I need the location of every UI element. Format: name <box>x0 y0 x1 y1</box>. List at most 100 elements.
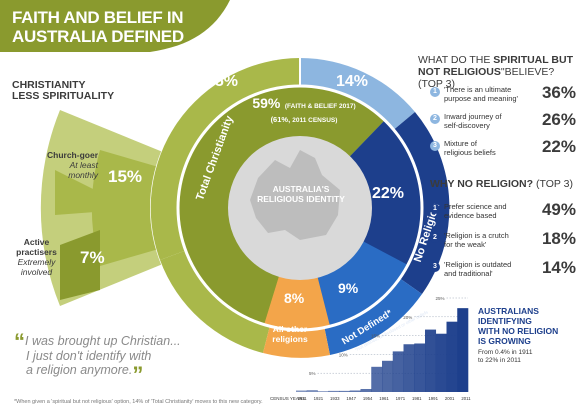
center-title-1: AUSTRALIA'S <box>272 184 330 194</box>
trend-x-tick: 1981 <box>412 396 422 401</box>
left-heading-2: LESS SPIRITUALITY <box>12 90 115 102</box>
trend-heading: AUSTRALIANS IDENTIFYING WITH NO RELIGION… <box>478 306 574 365</box>
trend-heading-2: IDENTIFYING <box>478 316 532 326</box>
spiritual-item-1-badge: 1 <box>430 87 440 97</box>
trend-bar <box>360 388 372 392</box>
no-religion-item-1-pct: 49% <box>541 200 576 219</box>
center-title-2: RELIGIOUS IDENTITY <box>257 194 345 204</box>
churchgoer-sub-2: monthly <box>68 170 98 180</box>
trend-bar <box>382 360 394 392</box>
spiritual-heading-a: WHAT DO THE <box>418 54 491 66</box>
trend-x-tick: 1947 <box>346 396 356 401</box>
active-label-block: Active practisers Extremely involved <box>14 237 59 277</box>
trend-heading-1: AUSTRALIANS <box>478 306 539 316</box>
no-religion-item-1-text: Prefer science and evidence based <box>444 202 507 220</box>
total-christianity-note-1: (FAITH & BELIEF 2017) <box>284 103 356 110</box>
spiritual-item-1-text: 'There is an ultimate purpose and meaning… <box>444 85 518 103</box>
trend-y-tick: 5% <box>309 371 316 376</box>
no-religion-item-3-pct: 14% <box>541 258 576 277</box>
total-christianity-note-2: 2011 CENSUS) <box>292 117 338 124</box>
active-label-2: practisers <box>16 247 57 257</box>
active-pct: 7% <box>80 248 105 267</box>
spiritual-item-3-pct: 22% <box>541 137 576 156</box>
trend-sub-2: to 22% in 2011 <box>478 357 521 364</box>
quote-block: “I was brought up Christian... I just do… <box>14 331 224 386</box>
trend-bar <box>296 390 308 392</box>
other-label-2: religions <box>272 334 308 344</box>
outer-spiritual-pct: 14% <box>336 73 369 90</box>
trend-y-tick: 15% <box>371 334 380 339</box>
fan-churchgoer-band <box>55 170 95 215</box>
no-religion-item-2-text: 'Religion is a crutch for the weak' <box>444 231 509 249</box>
quote-open-mark: “ <box>14 329 25 354</box>
spiritual-heading: WHAT DO THE SPIRITUAL BUT NOT RELIGIOUS"… <box>418 54 576 90</box>
spiritual-item-2-badge: 2 <box>430 114 440 124</box>
title-line-2: AUSTRALIA DEFINED <box>12 27 184 46</box>
trend-x-axis-title: CENSUS YEARS <box>270 396 305 401</box>
spiritual-heading-c: NOT RELIGIOUS <box>418 66 501 78</box>
trend-bar <box>446 321 458 392</box>
quote-line-3: a religion anymore. <box>26 363 133 377</box>
trend-x-tick: 2001 <box>445 396 455 401</box>
trend-x-tick: 1961 <box>379 396 389 401</box>
trend-heading-4: IS GROWING <box>478 336 531 346</box>
no-religion-item-3-text: 'Religion is outdated and traditional' <box>444 260 512 278</box>
title-banner <box>0 0 230 52</box>
quote-line-2: I just don't identify with <box>26 349 152 363</box>
no-religion-item-1: 1 Prefer science and evidence based 49% <box>430 200 576 224</box>
spiritual-item-3: 3 Mixture of religious beliefs 22% <box>430 137 576 161</box>
spiritual-item-3-text: Mixture of religious beliefs <box>444 139 496 157</box>
quote-close-mark: ” <box>132 362 144 387</box>
other-pct: 8% <box>284 290 305 306</box>
trend-bar <box>435 333 447 392</box>
center-title: AUSTRALIA'S RELIGIOUS IDENTITY <box>244 184 358 204</box>
title-line-1: FAITH AND BELIEF IN <box>12 8 184 27</box>
no-religion-item-2: 2 'Religion is a crutch for the weak' 18% <box>430 229 576 253</box>
no-religion-item-1-badge: 1 <box>430 204 440 214</box>
spiritual-item-1: 1 'There is an ultimate purpose and meani… <box>430 83 576 107</box>
trend-x-tick: 1971 <box>396 396 406 401</box>
trend-bar <box>317 391 329 392</box>
no-religion-item-2-badge: 2 <box>430 233 440 243</box>
active-sub-2: involved <box>20 267 53 277</box>
trend-y-tick: 25% <box>435 296 444 301</box>
total-christianity-pct-2: (61%, <box>270 115 291 124</box>
no-religion-item-3: 3 'Religion is outdated and traditional' … <box>430 258 576 282</box>
no-religion-item-2-pct: 18% <box>541 229 576 248</box>
spiritual-item-3-badge: 3 <box>430 141 440 151</box>
total-christianity-pct: 59% <box>252 95 281 111</box>
total-christianity-stat: 59% (FAITH & BELIEF 2017) (61%, 2011 CEN… <box>234 95 374 124</box>
no-religion-pct: 22% <box>372 185 405 202</box>
spiritual-item-2-text: Inward journey of self-discovery <box>444 112 502 130</box>
trend-bar <box>425 329 437 392</box>
trend-bar <box>403 344 415 392</box>
active-label-1: Active <box>23 237 50 247</box>
outer-christianity-pct: 45% <box>206 73 239 90</box>
trend-bar <box>392 351 404 392</box>
quote-line-1: I was brought up Christian... <box>25 334 181 348</box>
spiritual-item-1-pct: 36% <box>541 83 576 102</box>
trend-x-tick: 1921 <box>314 396 324 401</box>
other-label-block: All other religions <box>268 324 312 344</box>
other-label-1: All other <box>272 324 308 334</box>
trend-bar <box>349 390 361 392</box>
trend-y-tick: 10% <box>339 352 348 357</box>
spiritual-heading-b: SPIRITUAL BUT <box>493 54 573 66</box>
churchgoer-pct: 15% <box>108 167 143 186</box>
trend-x-tick: 1911 <box>297 396 307 401</box>
churchgoer-label-block: Church-goer At least monthly <box>38 150 98 180</box>
trend-x-tick: 1991 <box>428 396 438 401</box>
fan-active-band <box>60 230 100 300</box>
trend-bar <box>414 343 426 392</box>
no-religion-item-3-badge: 3 <box>430 262 440 272</box>
no-religion-heading-b: (TOP 3) <box>535 178 573 190</box>
trend-sub-1: From 0.4% in 1911 <box>478 349 533 356</box>
trend-bar <box>371 366 383 392</box>
churchgoer-label: Church-goer <box>47 150 98 160</box>
australia-map-icon <box>250 150 340 240</box>
spiritual-item-2-pct: 26% <box>541 110 576 129</box>
left-heading-1: CHRISTIANITY <box>12 79 86 91</box>
trend-x-tick: 1933 <box>330 396 340 401</box>
trend-y-tick: 20% <box>403 315 412 320</box>
